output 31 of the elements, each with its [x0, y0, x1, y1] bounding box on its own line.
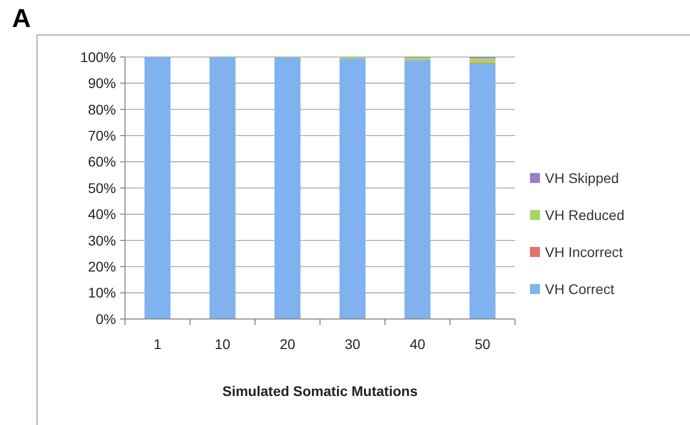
- y-tick-label: 0%: [96, 310, 116, 327]
- x-tick-label: 20: [280, 336, 296, 352]
- bar: [470, 58, 496, 64]
- y-tick-label: 70%: [88, 128, 116, 144]
- legend-label: VH Skipped: [545, 170, 619, 186]
- y-tick-label: 80%: [88, 101, 116, 118]
- y-tick-label: 60%: [88, 154, 116, 170]
- y-tick-label: 10%: [88, 284, 116, 301]
- text: A: [12, 3, 31, 33]
- x-tick-label: 10: [214, 336, 230, 352]
- bar: [210, 57, 236, 319]
- y-tick-label: 50%: [88, 180, 116, 196]
- y-tick-label: 90%: [88, 75, 116, 92]
- x-tick-label: 40: [410, 336, 426, 352]
- x-tick-label: 50: [474, 336, 490, 352]
- bar: [340, 58, 366, 319]
- y-tick-label: 40%: [88, 206, 116, 222]
- y-tick-label: 30%: [88, 232, 116, 248]
- bar: [470, 64, 496, 319]
- legend-label: VH Correct: [545, 280, 614, 297]
- y-tick-label: 20%: [88, 258, 116, 274]
- x-tick-label: 30: [344, 336, 360, 352]
- bar: [404, 58, 430, 60]
- bar: [404, 60, 430, 319]
- x-tick-label: 1: [154, 336, 162, 352]
- legend-label: VH Incorrect: [545, 244, 623, 260]
- x-axis-title: Simulated Somatic Mutations: [222, 383, 418, 399]
- legend-label: VH Reduced: [545, 206, 624, 223]
- y-tick-label: 100%: [80, 48, 116, 65]
- bar: [274, 58, 300, 319]
- bar: [144, 57, 170, 319]
